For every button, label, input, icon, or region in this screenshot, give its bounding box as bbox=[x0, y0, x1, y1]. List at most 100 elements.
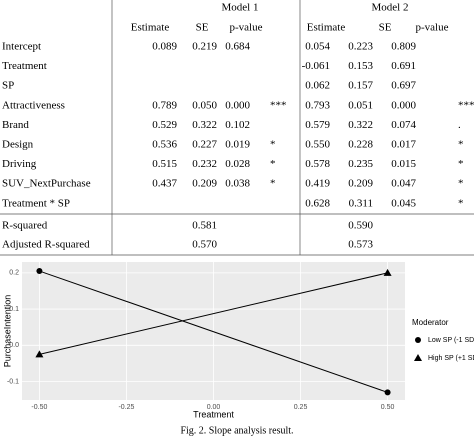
cell: 0.228 bbox=[348, 139, 373, 151]
cell: 0.437 bbox=[152, 178, 177, 190]
cell: 0.157 bbox=[348, 80, 373, 92]
model-header: Model 2 bbox=[372, 2, 409, 14]
y-tick-label: 0.0 bbox=[9, 342, 19, 349]
cell: * bbox=[270, 178, 276, 190]
x-tick-label: -0.50 bbox=[31, 404, 47, 411]
cell: 0.581 bbox=[192, 220, 217, 232]
point bbox=[36, 268, 43, 275]
series-line bbox=[39, 272, 388, 355]
cell: 0.227 bbox=[192, 139, 217, 151]
row-label: Intercept bbox=[2, 41, 41, 53]
table: Model 1 Model 2 Estimate SE p-value Estimate S… bbox=[0, 0, 474, 256]
cell: 0.590 bbox=[348, 220, 373, 232]
x-tick-label: 0.25 bbox=[294, 404, 308, 411]
legend-label: Low SP (-1 SD) bbox=[428, 337, 474, 344]
cell: 0.578 bbox=[305, 158, 330, 170]
cell: 0.322 bbox=[348, 119, 373, 131]
cell: 0.153 bbox=[348, 60, 373, 72]
row-label: Brand bbox=[2, 119, 29, 131]
row-label: SP bbox=[2, 80, 14, 92]
cell: -0.061 bbox=[302, 60, 330, 72]
chart: -0.1 0.0 0.1 0.2 -0.50 -0.25 0.00 0.25 0.50 Treat… bbox=[2, 262, 474, 419]
cell: 0.232 bbox=[192, 158, 217, 170]
cell: 0.793 bbox=[305, 99, 330, 111]
cell: 0.570 bbox=[192, 239, 217, 251]
x-tick-label: 0.00 bbox=[207, 404, 221, 411]
x-tick-label: 0.50 bbox=[381, 404, 395, 411]
caption: Fig. 2. Slope analysis result. bbox=[180, 425, 293, 436]
cell: * bbox=[458, 158, 464, 170]
cell: 0.809 bbox=[391, 41, 416, 53]
column-header: Estimate bbox=[307, 22, 346, 34]
cell: 0.311 bbox=[349, 197, 373, 209]
cell: *** bbox=[458, 99, 474, 111]
cell: 0.047 bbox=[391, 178, 416, 190]
cell: 0.219 bbox=[192, 41, 217, 53]
row-label: Adjusted R-squared bbox=[2, 239, 90, 251]
cell: 0.628 bbox=[305, 197, 330, 209]
cell: 0.028 bbox=[225, 158, 250, 170]
y-tick-label: -0.1 bbox=[7, 378, 19, 385]
row-label: Treatment * SP bbox=[2, 197, 70, 209]
legend-marker bbox=[415, 337, 421, 343]
cell: 0.050 bbox=[192, 99, 217, 111]
y-axis-label: PurchaseIntention bbox=[2, 295, 12, 368]
cell: * bbox=[270, 158, 276, 170]
cell: * bbox=[458, 178, 464, 190]
y-tick-label: 0.1 bbox=[9, 306, 19, 313]
column-header: SE bbox=[196, 22, 209, 34]
cell: 0.536 bbox=[152, 139, 177, 151]
x-axis-label: Treatment bbox=[193, 409, 234, 419]
cell: * bbox=[458, 197, 464, 209]
legend-marker bbox=[414, 354, 422, 361]
cell: 0.015 bbox=[391, 158, 416, 170]
cell: 0.573 bbox=[348, 239, 373, 251]
cell: 0.102 bbox=[225, 119, 250, 131]
cell: 0.209 bbox=[192, 178, 217, 190]
cell: 0.000 bbox=[225, 99, 250, 111]
cell: 0.045 bbox=[391, 197, 416, 209]
cell: 0.062 bbox=[305, 80, 330, 92]
column-header: p-value bbox=[230, 22, 263, 34]
cell: 0.019 bbox=[225, 139, 250, 151]
point bbox=[384, 389, 391, 396]
cell: 0.054 bbox=[305, 41, 330, 53]
cell: 0.684 bbox=[225, 41, 250, 53]
cell: 0.038 bbox=[225, 178, 250, 190]
row-label: R-squared bbox=[2, 220, 48, 232]
row-label: Driving bbox=[2, 158, 37, 170]
cell: 0.419 bbox=[305, 178, 330, 190]
row-label: Treatment bbox=[2, 60, 47, 72]
point bbox=[35, 350, 44, 358]
column-header: p-value bbox=[416, 22, 449, 34]
cell: 0.089 bbox=[152, 41, 177, 53]
column-header: SE bbox=[379, 22, 392, 34]
row-label: Design bbox=[2, 139, 34, 151]
cell: 0.697 bbox=[391, 80, 416, 92]
cell: 0.000 bbox=[391, 99, 416, 111]
cell: 0.209 bbox=[348, 178, 373, 190]
series-line bbox=[39, 270, 388, 393]
cell: * bbox=[458, 139, 464, 151]
cell: 0.529 bbox=[152, 119, 177, 131]
cell: 0.223 bbox=[348, 41, 373, 53]
cell: . bbox=[458, 119, 461, 131]
cell: 0.515 bbox=[152, 158, 177, 170]
cell: 0.017 bbox=[391, 139, 416, 151]
legend-title: Moderator bbox=[412, 318, 449, 327]
cell: 0.074 bbox=[391, 119, 416, 131]
cell: 0.550 bbox=[305, 139, 330, 151]
legend-label: High SP (+1 SD) bbox=[428, 355, 474, 362]
cell: 0.579 bbox=[305, 119, 330, 131]
y-tick-label: 0.2 bbox=[9, 270, 19, 277]
cell: 0.235 bbox=[348, 158, 373, 170]
cell: 0.322 bbox=[192, 119, 217, 131]
cell: 0.691 bbox=[391, 60, 416, 72]
column-header: Estimate bbox=[131, 22, 170, 34]
model-header: Model 1 bbox=[222, 2, 259, 14]
cell: 0.051 bbox=[348, 99, 373, 111]
point bbox=[383, 268, 392, 276]
x-tick-label: -0.25 bbox=[118, 404, 134, 411]
cell: *** bbox=[270, 99, 287, 111]
